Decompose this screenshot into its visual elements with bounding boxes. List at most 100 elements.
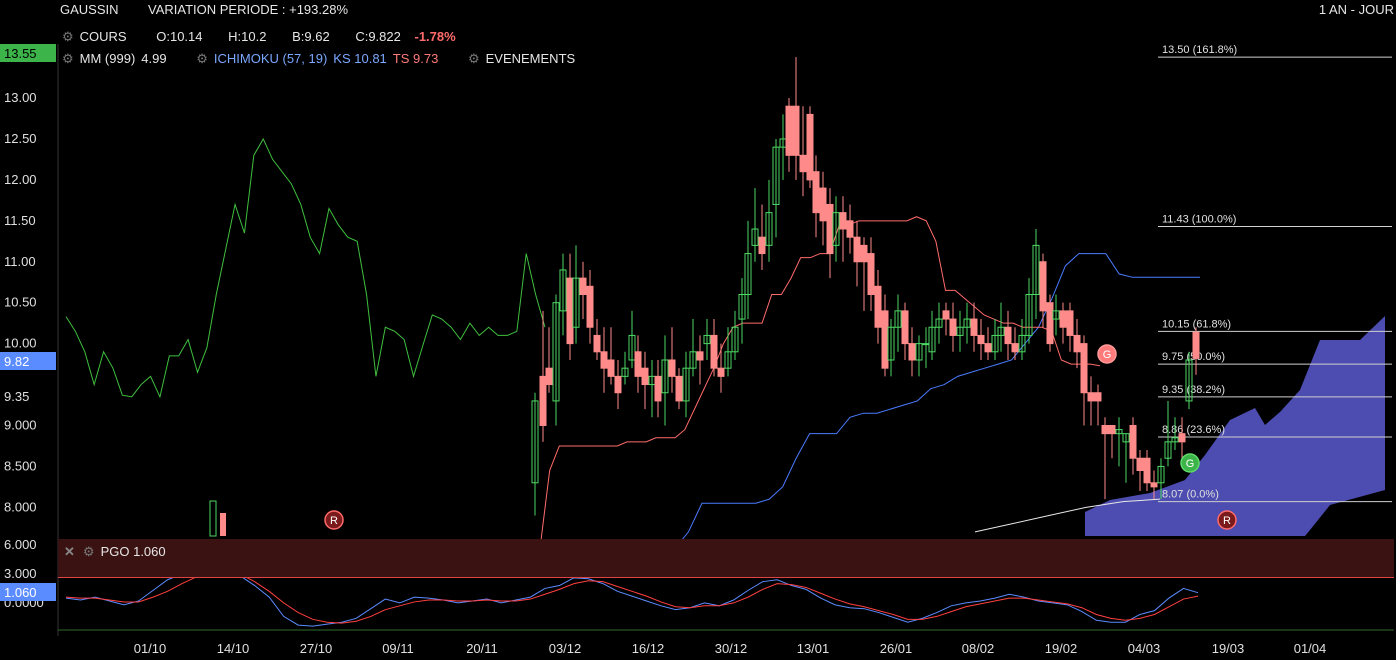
candle-body bbox=[675, 375, 683, 402]
candle-body bbox=[1143, 457, 1151, 484]
candle-body bbox=[997, 326, 1005, 336]
candle-body bbox=[1115, 429, 1123, 435]
candle-body bbox=[1059, 310, 1067, 328]
top-price-badge-text: 13.55 bbox=[4, 46, 37, 61]
candle-body bbox=[552, 302, 560, 402]
candle-body bbox=[724, 351, 732, 369]
y-tick-label: 8.000 bbox=[4, 499, 37, 514]
tenkan-value: TS 9.73 bbox=[392, 51, 439, 66]
event-marker-g-label: G bbox=[1186, 458, 1195, 470]
pgo-badge-text: 1.060 bbox=[4, 585, 37, 600]
candle-body bbox=[922, 343, 930, 346]
x-tick-label: 20/11 bbox=[466, 641, 498, 656]
candle-body bbox=[539, 375, 547, 426]
candle-body bbox=[765, 212, 773, 246]
y-tick-label: 12.00 bbox=[4, 172, 37, 187]
candle-body bbox=[792, 105, 800, 156]
gear-icon[interactable]: ⚙ bbox=[467, 51, 480, 66]
open-label: O: bbox=[156, 29, 170, 44]
candle-body bbox=[744, 253, 752, 295]
candle-body bbox=[772, 146, 780, 205]
candle-body bbox=[1025, 294, 1033, 336]
fib-level-label: 10.15 (61.8%) bbox=[1162, 318, 1231, 330]
open-value: 10.14 bbox=[169, 29, 203, 44]
candle-body bbox=[991, 334, 999, 353]
candle-body bbox=[1101, 424, 1109, 435]
event-marker-r bbox=[1217, 510, 1237, 530]
close-icon[interactable]: ✕ bbox=[64, 544, 75, 559]
low-value: 9.62 bbox=[304, 29, 330, 44]
candle-body bbox=[908, 343, 916, 361]
candle-body bbox=[1185, 359, 1193, 402]
x-tick-label: 03/12 bbox=[549, 641, 582, 656]
fib-level-label: 8.86 (23.6%) bbox=[1162, 424, 1225, 436]
period-selector[interactable]: 1 AN - JOUR bbox=[1318, 2, 1394, 17]
candle-body bbox=[220, 513, 226, 536]
candle-body bbox=[634, 351, 642, 377]
fib-level-label: 9.35 (38.2%) bbox=[1162, 384, 1225, 396]
candle-body bbox=[1157, 465, 1165, 484]
candle-body bbox=[785, 105, 793, 156]
candle-body bbox=[949, 318, 957, 336]
kijun-line bbox=[674, 253, 1200, 549]
event-marker-g-label: G bbox=[1103, 349, 1112, 361]
candle-body bbox=[1046, 302, 1054, 345]
candle-body bbox=[956, 326, 964, 336]
candle-body bbox=[894, 310, 902, 328]
x-tick-label: 13/01 bbox=[797, 641, 830, 656]
pgo-legend: ✕ ⚙ PGO 1.060 bbox=[64, 544, 166, 560]
fib-level-label: 13.50 (161.8%) bbox=[1162, 44, 1237, 56]
gear-icon[interactable]: ⚙ bbox=[196, 51, 208, 66]
candle-body bbox=[661, 359, 669, 394]
candle-body bbox=[593, 334, 601, 353]
candle-body bbox=[1129, 424, 1137, 459]
mm-label: MM (999) bbox=[79, 51, 136, 66]
candle-body bbox=[1136, 457, 1144, 472]
candle-body bbox=[731, 326, 739, 353]
candle-body bbox=[1122, 433, 1130, 443]
y-tick-label: 11.00 bbox=[4, 254, 36, 269]
candle-body bbox=[1150, 482, 1158, 488]
gear-icon[interactable]: ⚙ bbox=[82, 544, 95, 559]
candle-body bbox=[839, 212, 847, 230]
symbol-label: GAUSSIN bbox=[60, 2, 119, 17]
x-tick-label: 27/10 bbox=[300, 641, 333, 656]
candle-body bbox=[758, 236, 766, 255]
candle-body bbox=[860, 244, 868, 263]
event-marker-r-label: R bbox=[330, 515, 338, 527]
gear-icon[interactable]: ⚙ bbox=[62, 51, 74, 66]
x-tick-label: 19/02 bbox=[1045, 641, 1078, 656]
candle-body bbox=[799, 154, 807, 173]
candle-body bbox=[1039, 261, 1047, 312]
y-tick-label: 9.35 bbox=[4, 389, 29, 404]
gear-icon[interactable]: ⚙ bbox=[62, 29, 74, 44]
candle-body bbox=[607, 359, 615, 377]
candle-body bbox=[654, 375, 662, 402]
candle-body bbox=[545, 367, 553, 386]
y-tick-label: 10.50 bbox=[4, 295, 37, 310]
x-tick-label: 14/10 bbox=[217, 641, 250, 656]
x-tick-label: 01/10 bbox=[134, 641, 167, 656]
candle-body bbox=[668, 359, 676, 377]
candle-body bbox=[1192, 331, 1200, 359]
candle-body bbox=[1011, 343, 1019, 353]
candle-body bbox=[628, 334, 636, 361]
variation-label: VARIATION PERIODE : +193.28% bbox=[148, 2, 349, 17]
candle-body bbox=[887, 326, 895, 361]
candle-body bbox=[682, 367, 690, 402]
candle-body bbox=[942, 310, 950, 320]
pgo-title: PGO bbox=[100, 544, 130, 559]
candle-body bbox=[209, 500, 217, 537]
candle-body bbox=[1052, 310, 1060, 320]
events-label: EVENEMENTS bbox=[485, 51, 576, 66]
close-value: 9.822 bbox=[368, 29, 401, 44]
fib-level-label: 11.43 (100.0%) bbox=[1162, 214, 1236, 226]
pgo-tick-label: 3.000 bbox=[4, 566, 37, 581]
candle-body bbox=[819, 187, 827, 222]
pgo-badge bbox=[0, 583, 56, 601]
last-price-badge-text: 9.82 bbox=[4, 354, 29, 369]
close-label: C: bbox=[355, 29, 369, 44]
candle-body bbox=[1178, 433, 1186, 443]
x-tick-label: 09/11 bbox=[382, 641, 414, 656]
